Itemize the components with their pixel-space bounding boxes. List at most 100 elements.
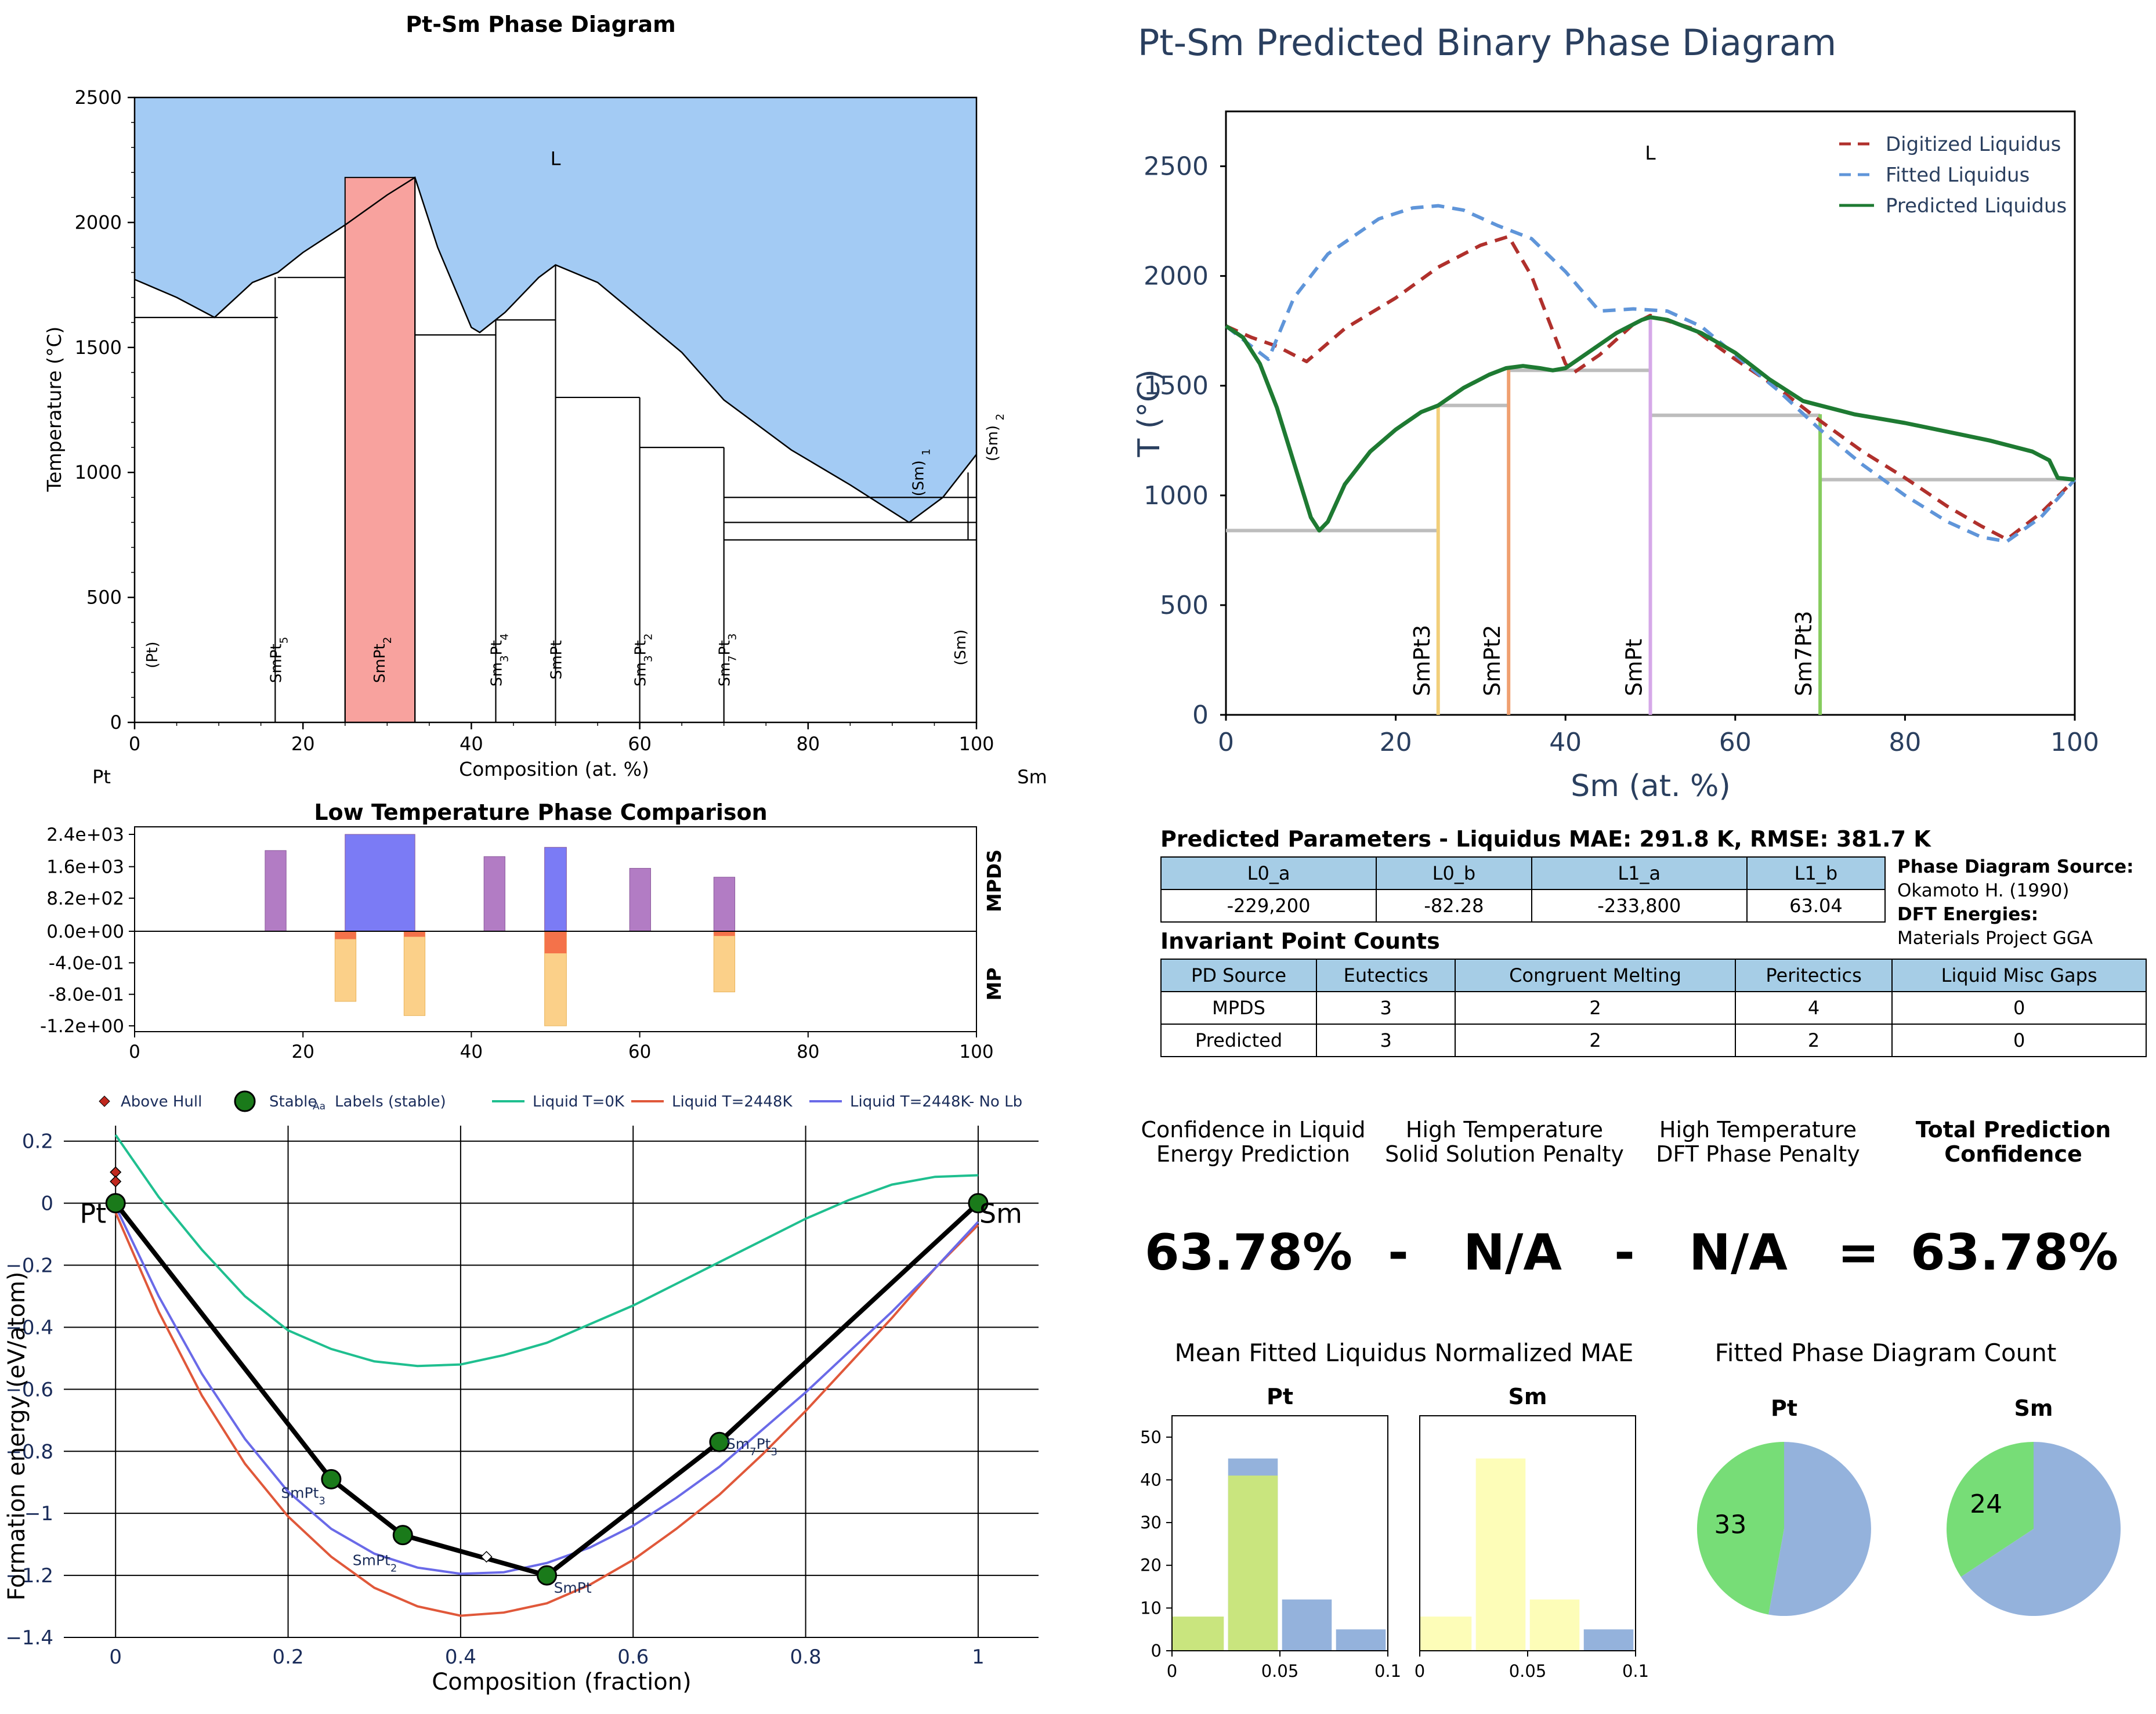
histogram-bar [1530,1600,1580,1651]
operator-minus-1: - [1388,1224,1409,1282]
parameters-title: Predicted Parameters - Liquidus MAE: 291… [1160,826,1931,852]
smpt2-region [345,178,415,722]
experimental-phase-diagram: Pt-Sm Phase Diagram 0 20 40 60 80 10005001000… [0,0,1073,801]
value-cell: 2 [1735,1024,1892,1057]
liquid-curves [115,1135,978,1616]
y-tick-label: 0 [1192,700,1209,730]
pie-slice-label: 24 [1970,1489,2002,1519]
legend-label: Fitted Liquidus [1886,164,2030,187]
x-tick-label: 0.1 [1622,1661,1649,1681]
subchart-title: Sm [1509,1384,1547,1409]
liquid-label: L [551,147,561,169]
histogram-bar [1336,1629,1386,1651]
operator-equals: = [1837,1224,1879,1282]
header-cell: Congruent Melting [1455,959,1735,992]
legend-marker [235,1091,255,1111]
axes: 0.2 0 −0.2 −0.4 −0.6 −0.8 −1 −1.2 −1.4 0 0.2 0.4 0.6… [5,1130,1039,1669]
plot-frame [1420,1416,1636,1651]
value-cell: MPDS [1161,992,1316,1024]
x-tick-label: 60 [1719,728,1752,757]
header-liquid-confidence-2: Energy Prediction [1156,1141,1350,1167]
stable-point [322,1470,341,1488]
histogram-bar [1228,1476,1278,1651]
x-tick-label: 20 [1380,728,1412,757]
axes: 2.4e+031.6e+038.2e+020.0e+00-4.0e-01-8.0… [40,825,994,1062]
dft-penalty-value: N/A [1689,1224,1788,1282]
chart-title: Low Temperature Phase Comparison [314,800,767,825]
y-tick-label: 50 [1140,1427,1162,1447]
x-tick-label: 60 [628,733,652,755]
x-axis-label: Composition (fraction) [432,1669,691,1695]
y-tick-label: 500 [1160,591,1209,620]
histogram-bar [1584,1629,1634,1651]
solid-solution-value: N/A [1463,1224,1562,1282]
x-tick-label: 20 [291,733,315,755]
left-element-label: Pt [92,766,111,788]
dft-label: DFT Energies: [1897,904,2038,925]
y-tick-label: -1.2e+00 [40,1016,124,1037]
legend-label: Digitized Liquidus [1886,133,2061,156]
y-axis-label: Temperature (°C) [43,327,66,493]
x-tick-label: 0.4 [445,1646,476,1669]
x-tick-label: 0.1 [1374,1661,1401,1681]
header-solid-solution: High Temperature [1406,1117,1603,1142]
predicted-phase-diagram: Pt-Sm Predicted Binary Phase Diagram SmP… [1091,0,2156,824]
x-tick-label: 80 [797,1042,819,1062]
y-axis-label: T (°C) [1132,369,1167,457]
x-tick-label: 0.05 [1261,1661,1299,1681]
header-solid-solution-2: Solid Solution Penalty [1385,1141,1624,1167]
header-total-2: Confidence [1944,1141,2082,1167]
x-tick-label: 0 [1415,1661,1425,1681]
header-cell: Eutectics [1316,959,1455,992]
x-tick-label: 0 [109,1646,122,1669]
value-cell: 2 [1455,992,1735,1024]
y-tick-label: 2500 [75,86,122,109]
y-tick-label: 0 [41,1192,53,1216]
liquid-curve [115,1213,978,1616]
pie-title: Pt [1771,1395,1797,1421]
table-row: Predicted 3 2 2 0 [1161,1024,2146,1057]
y-tick-label: 0 [110,711,122,733]
phase-label: SmPt5 [267,637,290,683]
header-cell: L0_a [1161,857,1376,889]
value-cell: 3 [1316,1024,1455,1057]
confidence-equation: Confidence in Liquid Energy Prediction H… [1091,1102,2156,1300]
y-tick-label: 40 [1140,1470,1162,1489]
legend-label: Liquid T=0K [533,1093,625,1111]
mp-bar [714,931,735,992]
liquid-curve [115,1135,978,1366]
y-tick-label: -4.0e-01 [49,953,124,974]
y-tick-label: 2.4e+03 [46,825,124,845]
mpds-bar [265,851,286,931]
header-liquid-confidence: Confidence in Liquid [1141,1117,1365,1142]
liquid-curve [115,1206,978,1574]
mpds-bar [345,834,415,931]
low-temperature-comparison: Low Temperature Phase Comparison 2.4e+03… [0,795,1073,1073]
phase-label: (Pt) [144,642,161,668]
histogram-bar [1476,1459,1526,1651]
liquid-confidence-value: 63.78% [1145,1224,1352,1282]
mp-bar [404,931,425,1015]
histogram-bar [1420,1617,1471,1651]
mp-bar-head [714,931,735,936]
phase-label: Sm7Pt3 [717,634,739,687]
subchart-title: Pt [1267,1384,1293,1409]
pie-panels: Pt33Sm24 [1697,1395,2121,1616]
x-tick-label: 100 [2050,728,2099,757]
total-confidence-value: 63.78% [1911,1224,2118,1282]
mpds-bar [484,856,505,931]
phase-label: (Sm) [952,630,970,666]
chart-title: Mean Fitted Liquidus Normalized MAE [1175,1339,1634,1367]
x-tick-label: 1 [972,1646,985,1669]
x-axis-label: Sm (at. %) [1571,769,1731,804]
value-cell: 2 [1455,1024,1735,1057]
y-tick-label: 0.2 [22,1130,53,1153]
end-label-sm: Sm [979,1198,1022,1230]
x-axis-label: Composition (at. %) [459,758,649,780]
chart-title: Fitted Phase Diagram Count [1715,1339,2057,1367]
header-dft-penalty-2: DFT Phase Penalty [1656,1141,1860,1167]
x-tick-label: 100 [959,1042,993,1062]
header-cell: L0_b [1376,857,1532,889]
